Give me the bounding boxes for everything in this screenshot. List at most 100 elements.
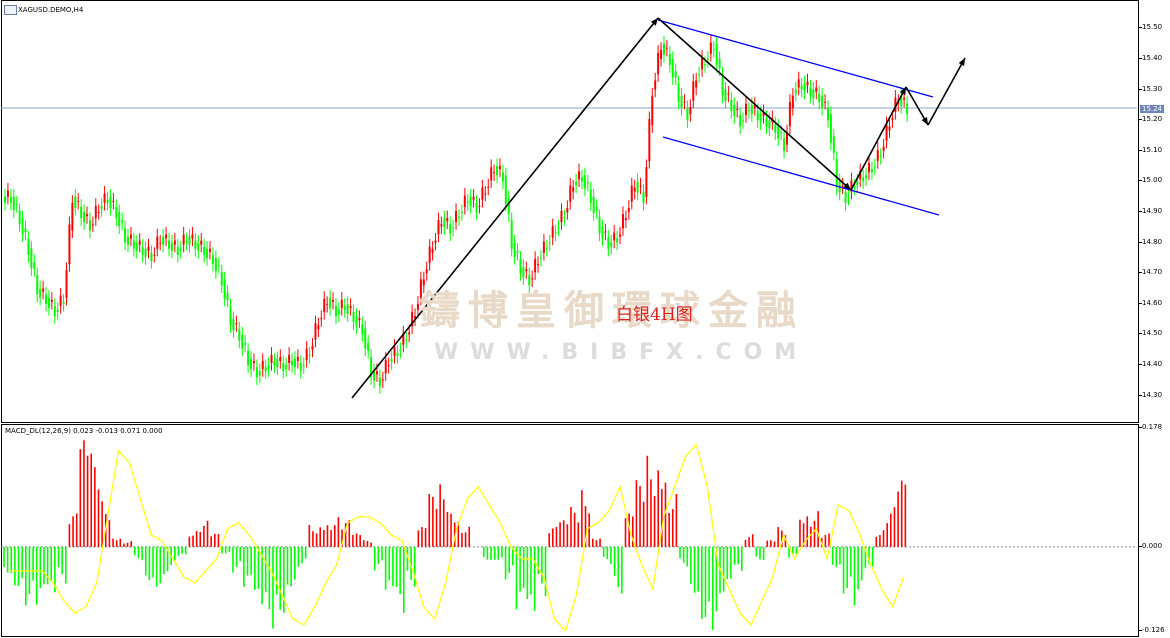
candle-body [457, 217, 460, 219]
candle-body [419, 279, 422, 298]
candle-body [71, 202, 74, 231]
price-tick-label: 15.40 [1138, 53, 1163, 62]
candle-body [141, 246, 144, 255]
candle-body [469, 196, 472, 206]
candle-body [739, 115, 742, 127]
candle-body [671, 58, 674, 78]
candle-body [812, 89, 815, 98]
watermark-url: WWW.BIBFX.COM [434, 340, 809, 365]
candle-body [832, 136, 835, 153]
candle-body [293, 358, 296, 368]
candle-body [334, 305, 337, 317]
price-chart-pane[interactable] [1, 0, 1139, 423]
candle-body [504, 175, 507, 204]
candle-body [616, 238, 619, 243]
candle-body [288, 354, 291, 364]
macd-indicator-pane[interactable] [1, 424, 1139, 637]
candle-body [279, 356, 282, 362]
candle-body [865, 175, 868, 179]
candle-body [683, 101, 686, 103]
candle-body [229, 305, 232, 326]
candle-body [332, 299, 335, 302]
candle-body [765, 118, 768, 127]
candle-body [844, 191, 847, 203]
candle-body [364, 328, 367, 349]
candle-body [56, 309, 59, 313]
candle-body [74, 196, 77, 208]
candle-body [182, 234, 185, 245]
price-tick-label: 15.50 [1138, 23, 1163, 32]
candle-body [24, 228, 27, 233]
candle-body [431, 248, 434, 253]
candle-body [654, 80, 657, 90]
candle-body [80, 206, 83, 219]
candle-body [885, 124, 888, 141]
candle-body [408, 332, 411, 335]
candle-body [794, 89, 797, 94]
candle-body [706, 58, 709, 60]
candle-body [753, 104, 756, 108]
candle-body [434, 240, 437, 243]
candle-body [147, 246, 150, 251]
candle-body [598, 217, 601, 234]
candle-body [648, 119, 651, 162]
candle-body [815, 87, 818, 92]
candle-body [566, 207, 569, 213]
candle-body [674, 71, 677, 78]
candle-body [299, 363, 302, 372]
candle-body [326, 303, 329, 305]
candle-body [534, 258, 537, 273]
candle-body [780, 132, 783, 134]
candle-body [783, 138, 786, 151]
candle-body [501, 172, 504, 182]
candle-body [724, 89, 727, 101]
candle-body [173, 240, 176, 245]
candle-body [560, 211, 563, 223]
candle-body [610, 242, 613, 247]
candle-body [478, 205, 481, 207]
candle-body [396, 352, 399, 356]
price-axis: 15.50 15.40 15.30 15.20 15.10 15.00 14.90 14.80… [1138, 0, 1170, 422]
candle-body [595, 206, 598, 212]
candle-body [305, 348, 308, 360]
candle-body [112, 200, 115, 202]
candle-body [83, 212, 86, 223]
candle-body [282, 363, 285, 372]
candle-body [267, 365, 270, 370]
candle-body [481, 187, 484, 200]
candle-body [569, 185, 572, 202]
candle-body [349, 305, 352, 308]
candle-body [525, 269, 528, 272]
candle-body [127, 236, 130, 245]
candle-body [285, 365, 288, 370]
candle-body [226, 292, 229, 300]
candle-body [818, 93, 821, 102]
candle-body [742, 120, 745, 122]
candle-body [390, 358, 393, 363]
candle-body [900, 95, 903, 106]
candle-body [522, 267, 525, 278]
candle-body [703, 64, 706, 66]
trend-arrow-rebound [850, 86, 907, 191]
candle-body [214, 257, 217, 272]
candle-body [138, 240, 141, 245]
forecast-arrow-rally-head [958, 58, 965, 66]
candle-body [449, 224, 452, 234]
candle-body [308, 354, 311, 356]
candle-body [165, 234, 168, 239]
candle-body [677, 83, 680, 102]
trend-arrow-up [351, 17, 659, 399]
candle-body [859, 171, 862, 180]
candle-body [636, 181, 639, 193]
candle-body [47, 297, 50, 308]
candle-body [317, 325, 320, 330]
candle-body [18, 211, 21, 225]
candle-body [238, 329, 241, 341]
candle-body [824, 101, 827, 103]
macd-tick-label: 0.000 [1138, 541, 1163, 550]
candle-body [302, 365, 305, 367]
candle-body [422, 279, 425, 286]
candle-body [496, 166, 499, 176]
candle-body [539, 257, 542, 259]
